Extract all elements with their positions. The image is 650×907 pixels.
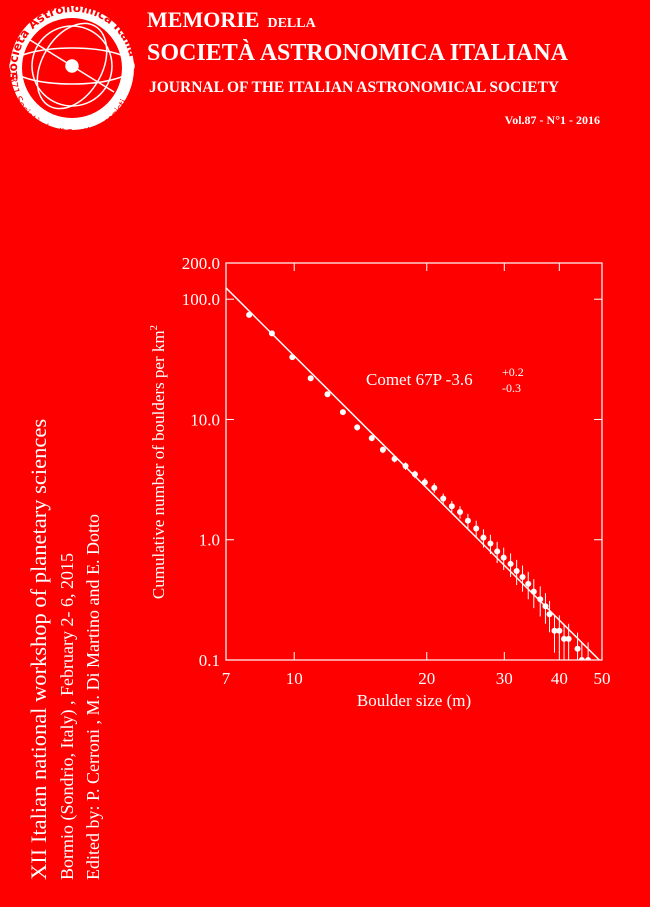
y-axis-label: Cumulative number of boulders per km	[149, 330, 168, 599]
data-point	[402, 463, 409, 470]
data-point	[542, 603, 549, 610]
y-axis-label-sup: 2	[148, 325, 160, 331]
data-point	[324, 391, 331, 398]
x-tick-label: 30	[496, 669, 513, 688]
data-point	[448, 503, 455, 510]
x-tick-label: 7	[222, 669, 231, 688]
data-point	[246, 311, 253, 318]
journal-title: SOCIETÀ ASTRONOMICA ITALIANA	[147, 40, 569, 66]
data-point	[565, 635, 572, 642]
data-point	[473, 525, 480, 532]
data-point	[421, 479, 428, 486]
data-point	[494, 548, 501, 555]
y-tick-label: 100.0	[182, 290, 220, 309]
data-point	[519, 573, 526, 580]
logo	[9, 6, 135, 130]
x-tick-label: 50	[594, 669, 611, 688]
data-point	[339, 409, 346, 416]
data-point	[525, 580, 532, 587]
y-tick-label: 0.1	[199, 651, 220, 670]
x-tick-label: 20	[418, 669, 435, 688]
x-tick-label: 10	[286, 669, 303, 688]
data-point	[268, 330, 275, 337]
title-small: DELLA	[267, 16, 316, 31]
data-point	[578, 657, 585, 660]
data-point	[440, 495, 447, 502]
annotation-sub: -0.3	[502, 381, 521, 395]
data-point	[307, 375, 314, 382]
data-point	[457, 509, 464, 516]
plot-frame	[225, 262, 603, 661]
data-point	[411, 471, 418, 478]
y-tick-label: 10.0	[190, 410, 220, 429]
data-point	[513, 567, 520, 574]
title-word: MEMORIE	[147, 7, 259, 32]
annotation: Comet 67P -3.6	[366, 370, 473, 389]
data-point	[556, 627, 563, 634]
y-tick-label: 200.0	[182, 254, 220, 273]
data-point	[546, 611, 553, 618]
data-point	[561, 635, 568, 642]
workshop-place: Bormio (Sondrio, Italy) , February 2- 6,…	[57, 553, 78, 880]
y-tick-label: 1.0	[199, 531, 220, 550]
data-point	[379, 446, 386, 453]
x-axis-label: Boulder size (m)	[357, 691, 471, 710]
workshop-title: XII Italian national workshop of planeta…	[26, 419, 51, 880]
volume: Vol.87 - N°1 - 2016	[505, 113, 600, 127]
plot-area	[226, 287, 601, 660]
data-point	[574, 645, 581, 652]
data-point	[487, 540, 494, 547]
data-point	[500, 554, 507, 561]
editors: Edited by: P. Cerroni , M. Di Martino an…	[83, 514, 103, 880]
annotation-sup: +0.2	[502, 365, 524, 379]
data-point	[289, 354, 296, 361]
data-point	[530, 588, 537, 595]
journal-subtitle: JOURNAL OF THE ITALIAN ASTRONOMICAL SOCI…	[149, 79, 559, 96]
data-point	[507, 560, 514, 567]
data-point	[537, 596, 544, 603]
data-point	[368, 435, 375, 442]
data-point	[480, 534, 487, 541]
data-point	[551, 627, 558, 634]
data-point	[391, 455, 398, 462]
data-point	[585, 657, 592, 660]
data-point	[431, 484, 438, 491]
data-point	[464, 517, 471, 524]
x-tick-label: 40	[551, 669, 568, 688]
y-axis-label: Cumulative number of boulders per km2	[148, 325, 168, 599]
data-point	[354, 424, 361, 431]
journal-title: MEMORIE DELLA	[147, 7, 317, 32]
